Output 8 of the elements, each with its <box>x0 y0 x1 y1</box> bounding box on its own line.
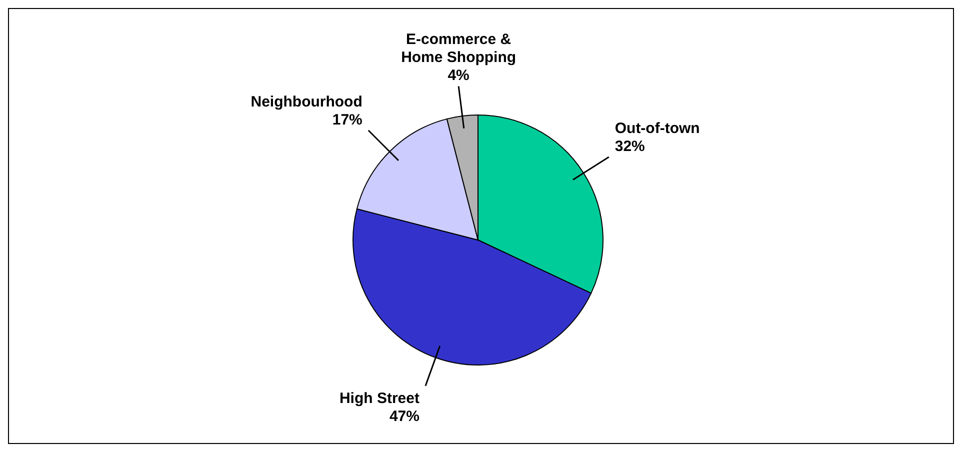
data-label: 17% <box>332 111 362 128</box>
data-label: 32% <box>614 138 645 155</box>
slice-label: High Street <box>339 390 420 407</box>
slice-label: Out-of-town <box>614 120 700 137</box>
data-label: 4% <box>448 67 470 84</box>
slice-label: E-commerce & Home Shopping <box>401 31 516 66</box>
slice-label: Neighbourhood <box>250 93 362 110</box>
data-label: 47% <box>389 408 420 425</box>
